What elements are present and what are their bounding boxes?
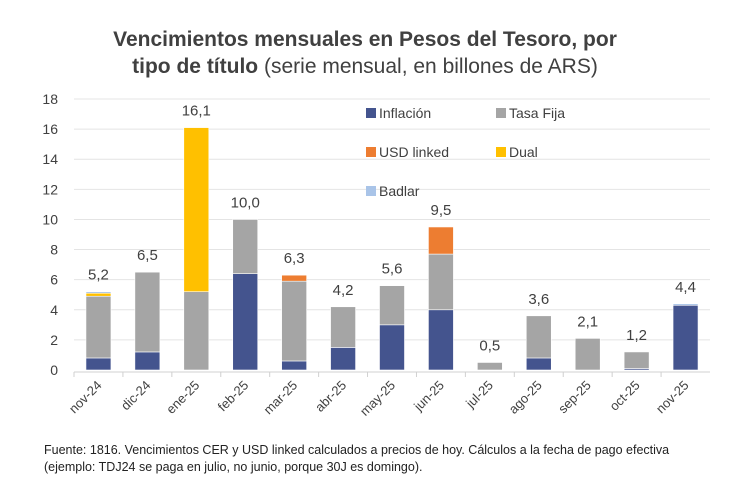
- stacked-bar-chart: 0 2 4 6 8 10 12 14 16 18 5,2 nov-24 6,5 dic-24 16,1 ene…: [42, 91, 710, 419]
- bar-segment-dual: [85, 292, 112, 297]
- data-label: 5,6: [382, 261, 403, 278]
- bar-segment-tasa-fija: [281, 280, 307, 362]
- x-tick-label: oct-25: [607, 378, 643, 414]
- bar-segment-inflación: [672, 304, 699, 371]
- y-tick-label: 0: [50, 362, 58, 378]
- bar-segment-inflación: [232, 273, 259, 371]
- legend-label: Inflación: [379, 105, 431, 121]
- data-label: 1,2: [626, 327, 647, 344]
- x-tick-label: mar-25: [261, 378, 301, 418]
- x-tick-label: nov-24: [66, 378, 105, 417]
- x-tick-label: jun-25: [410, 378, 447, 415]
- y-tick-label: 12: [42, 181, 58, 197]
- bar-segment-tasa-fija: [232, 219, 259, 274]
- y-tick-label: 14: [42, 151, 58, 167]
- data-label: 4,4: [675, 279, 696, 296]
- y-tick-label: 10: [42, 211, 58, 227]
- y-tick-label: 4: [50, 302, 58, 318]
- bar-segment-inflación: [330, 347, 356, 371]
- data-label: 2,1: [577, 313, 598, 330]
- legend-label: Tasa Fija: [509, 105, 565, 121]
- legend-label: USD linked: [379, 144, 449, 160]
- bar-segment-inflación: [525, 357, 552, 371]
- bar-segment-tasa-fija: [183, 291, 210, 371]
- title-line-1: Vencimientos mensuales en Pesos del Teso…: [113, 28, 617, 51]
- chart-title: Vencimientos mensuales en Pesos del Teso…: [0, 26, 730, 80]
- legend-label: Badlar: [379, 183, 420, 199]
- bar-segment-inflación: [281, 360, 307, 371]
- bar-segment-usd-linked: [428, 226, 454, 255]
- legend-swatch: [496, 147, 506, 157]
- data-label: 16,1: [182, 103, 211, 120]
- bar-segment-usd-linked: [281, 274, 307, 282]
- data-label: 6,5: [137, 247, 158, 264]
- y-tick-label: 6: [50, 272, 58, 288]
- x-tick-label: may-25: [357, 378, 398, 419]
- data-label: 0,5: [479, 337, 500, 354]
- chart-subtitle: (serie mensual, en billones de ARS): [263, 55, 598, 78]
- y-tick-label: 8: [50, 242, 58, 258]
- y-tick-label: 18: [42, 91, 58, 107]
- bar-segment-dual: [183, 127, 210, 293]
- x-tick-label: dic-24: [118, 378, 154, 414]
- bar-segment-tasa-fija: [428, 253, 454, 311]
- title-line-2: tipo de título: [132, 55, 259, 78]
- data-label: 10,0: [231, 194, 260, 211]
- bar-segment-inflación: [134, 351, 161, 371]
- bar-segment-tasa-fija: [477, 362, 503, 371]
- bar-segment-tasa-fija: [134, 271, 161, 353]
- bar-segment-tasa-fija: [85, 295, 112, 359]
- bar-segment-badlar: [672, 303, 699, 306]
- legend-swatch: [366, 147, 376, 157]
- footnote: Fuente: 1816. Vencimientos CER y USD lin…: [44, 443, 670, 474]
- bar-segment-badlar: [85, 291, 112, 294]
- x-tick-label: feb-25: [215, 378, 252, 415]
- data-label: 6,3: [284, 250, 305, 267]
- bar-segment-tasa-fija: [379, 285, 405, 326]
- bar-segment-inflación: [85, 357, 112, 371]
- bar-segment-inflación: [379, 324, 405, 371]
- x-tick-label: nov-25: [653, 378, 692, 417]
- x-tick-label: ago-25: [506, 378, 545, 417]
- bar-segment-tasa-fija: [574, 338, 601, 371]
- y-tick-label: 16: [42, 121, 58, 137]
- legend-swatch: [496, 108, 506, 118]
- legend-swatch: [366, 186, 376, 196]
- y-tick-label: 2: [50, 332, 58, 348]
- legend-label: Dual: [509, 144, 538, 160]
- legend-swatch: [366, 108, 376, 118]
- x-tick-label: ene-25: [163, 378, 202, 417]
- data-label: 4,2: [333, 282, 354, 299]
- data-label: 3,6: [528, 291, 549, 308]
- data-label: 5,2: [88, 267, 109, 284]
- x-tick-label: abr-25: [312, 378, 349, 415]
- bar-segment-tasa-fija: [525, 315, 552, 359]
- data-label: 9,5: [430, 202, 451, 219]
- bar-segment-tasa-fija: [623, 351, 650, 369]
- x-tick-label: sep-25: [555, 378, 594, 417]
- bar-segment-inflación: [428, 309, 454, 371]
- x-tick-label: jul-25: [462, 378, 496, 412]
- bar-segment-tasa-fija: [330, 306, 356, 348]
